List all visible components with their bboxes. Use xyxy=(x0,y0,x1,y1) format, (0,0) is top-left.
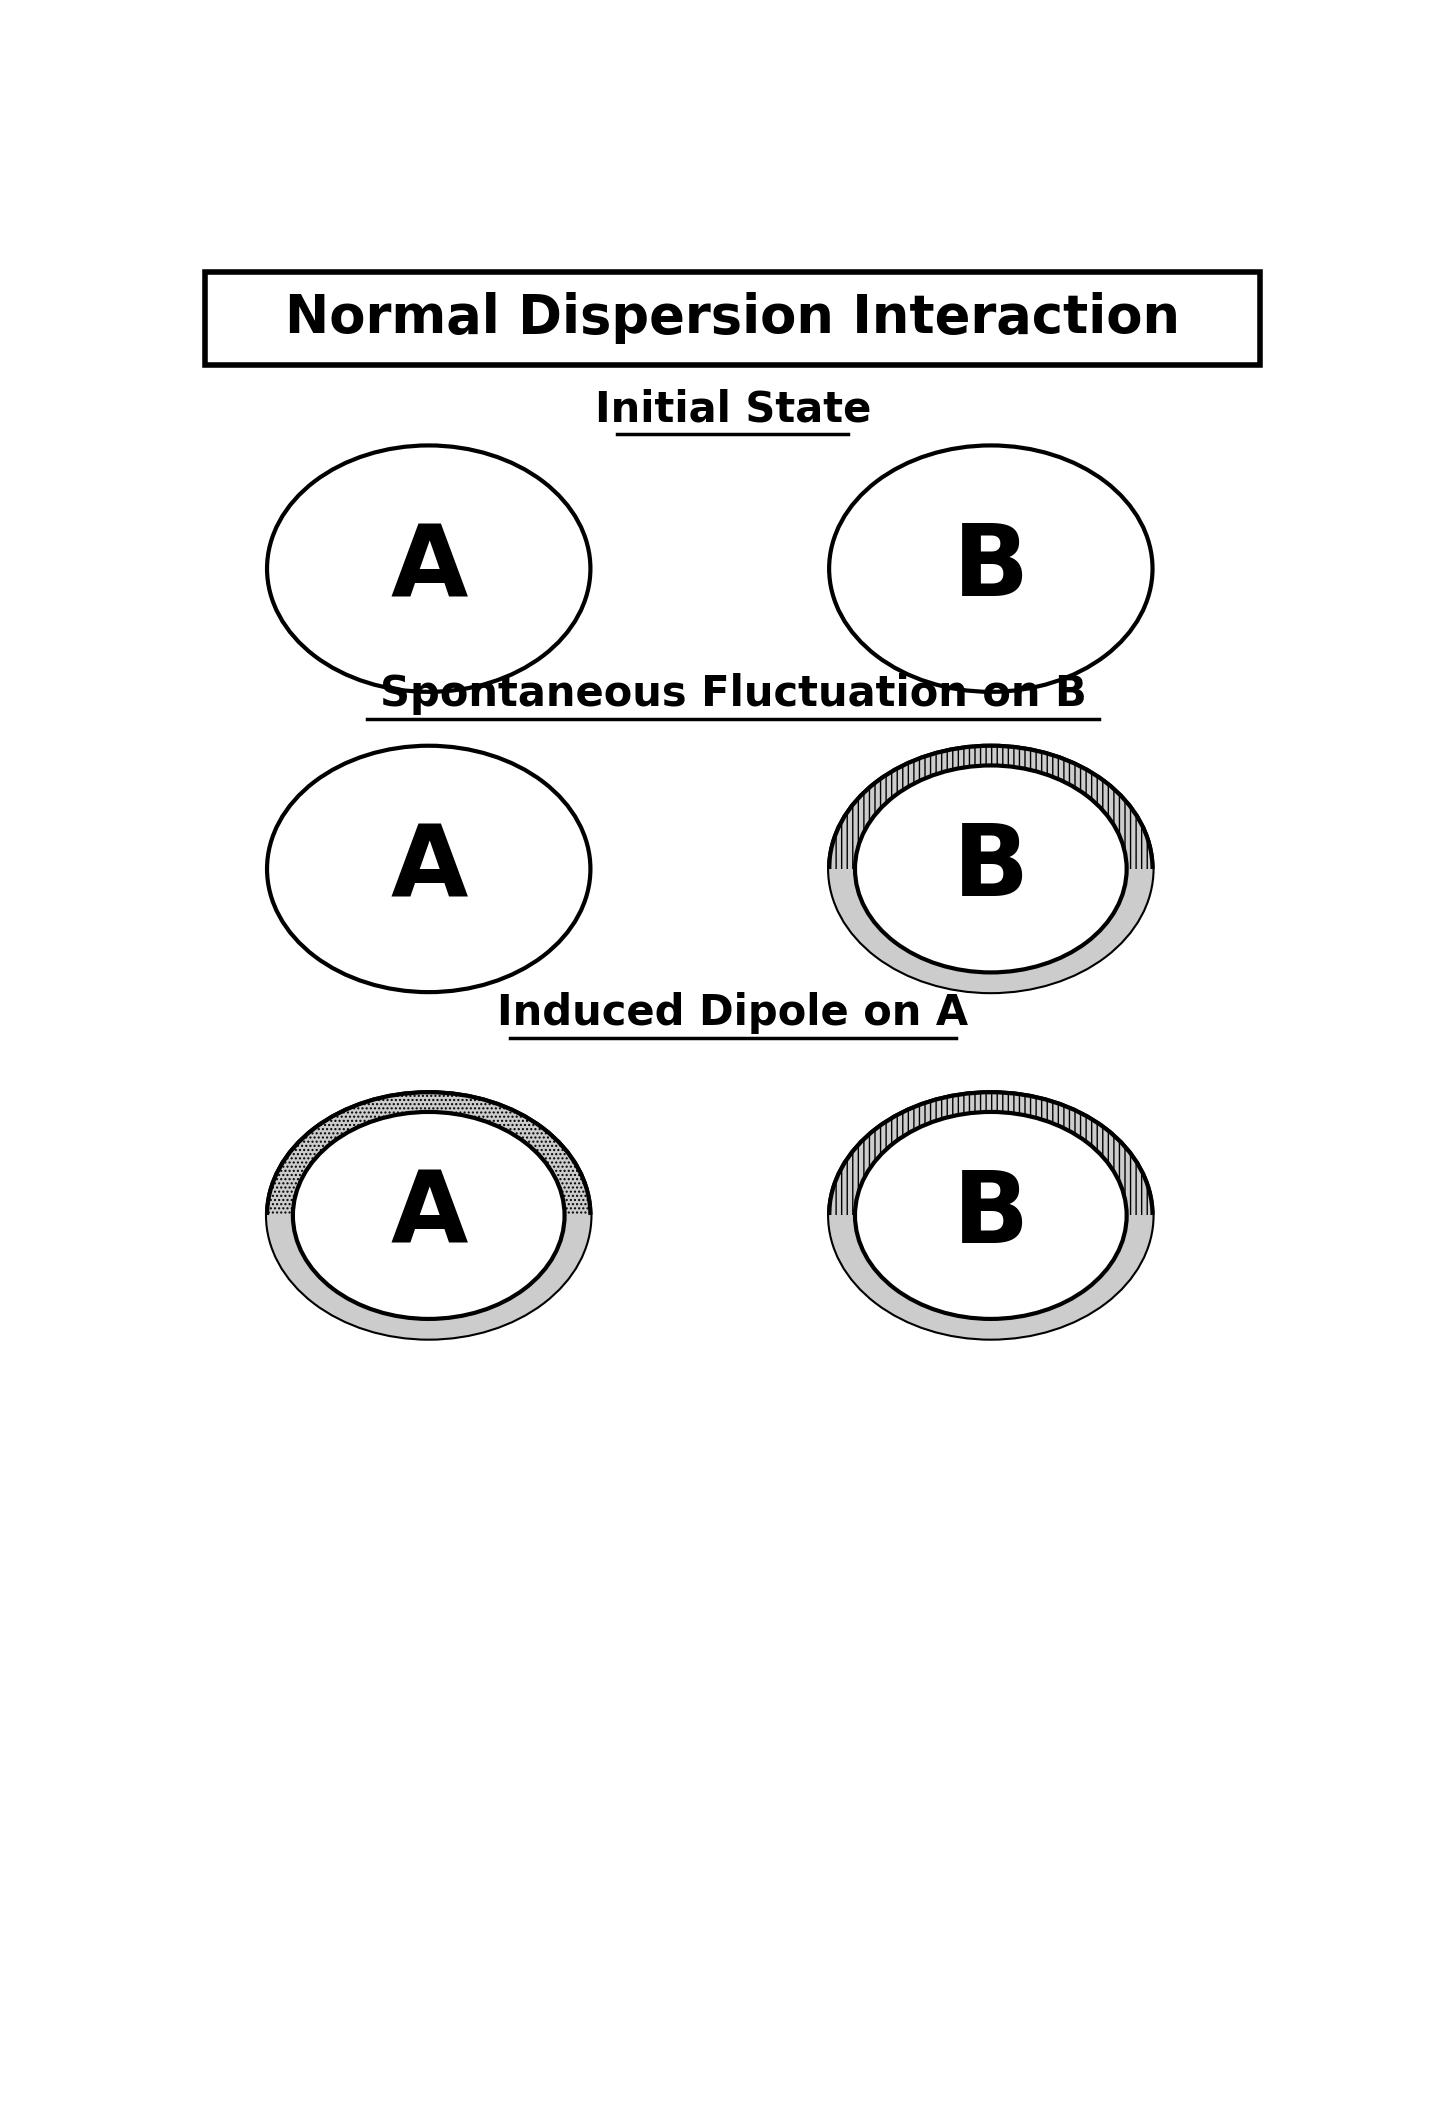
Text: A: A xyxy=(390,1168,468,1263)
Ellipse shape xyxy=(855,766,1127,972)
Text: Normal Dispersion Interaction: Normal Dispersion Interaction xyxy=(286,291,1180,345)
Ellipse shape xyxy=(829,1093,1153,1338)
Text: Spontaneous Fluctuation on B: Spontaneous Fluctuation on B xyxy=(379,672,1087,715)
Ellipse shape xyxy=(829,1093,1153,1338)
Ellipse shape xyxy=(267,1093,591,1338)
Ellipse shape xyxy=(293,1112,565,1319)
Ellipse shape xyxy=(267,747,591,991)
Text: B: B xyxy=(952,1168,1030,1263)
FancyBboxPatch shape xyxy=(206,272,1260,364)
Text: B: B xyxy=(952,521,1030,617)
Text: Induced Dipole on A: Induced Dipole on A xyxy=(498,993,968,1034)
Ellipse shape xyxy=(829,747,1153,991)
Text: A: A xyxy=(390,521,468,617)
Ellipse shape xyxy=(267,1093,591,1338)
Ellipse shape xyxy=(267,1093,591,1338)
Text: B: B xyxy=(952,821,1030,917)
Text: A: A xyxy=(390,821,468,917)
Text: Initial State: Initial State xyxy=(595,387,871,430)
Ellipse shape xyxy=(829,747,1153,991)
Ellipse shape xyxy=(855,1112,1127,1319)
Ellipse shape xyxy=(829,747,1153,991)
Ellipse shape xyxy=(829,445,1153,691)
Ellipse shape xyxy=(829,1093,1153,1338)
Ellipse shape xyxy=(267,445,591,691)
